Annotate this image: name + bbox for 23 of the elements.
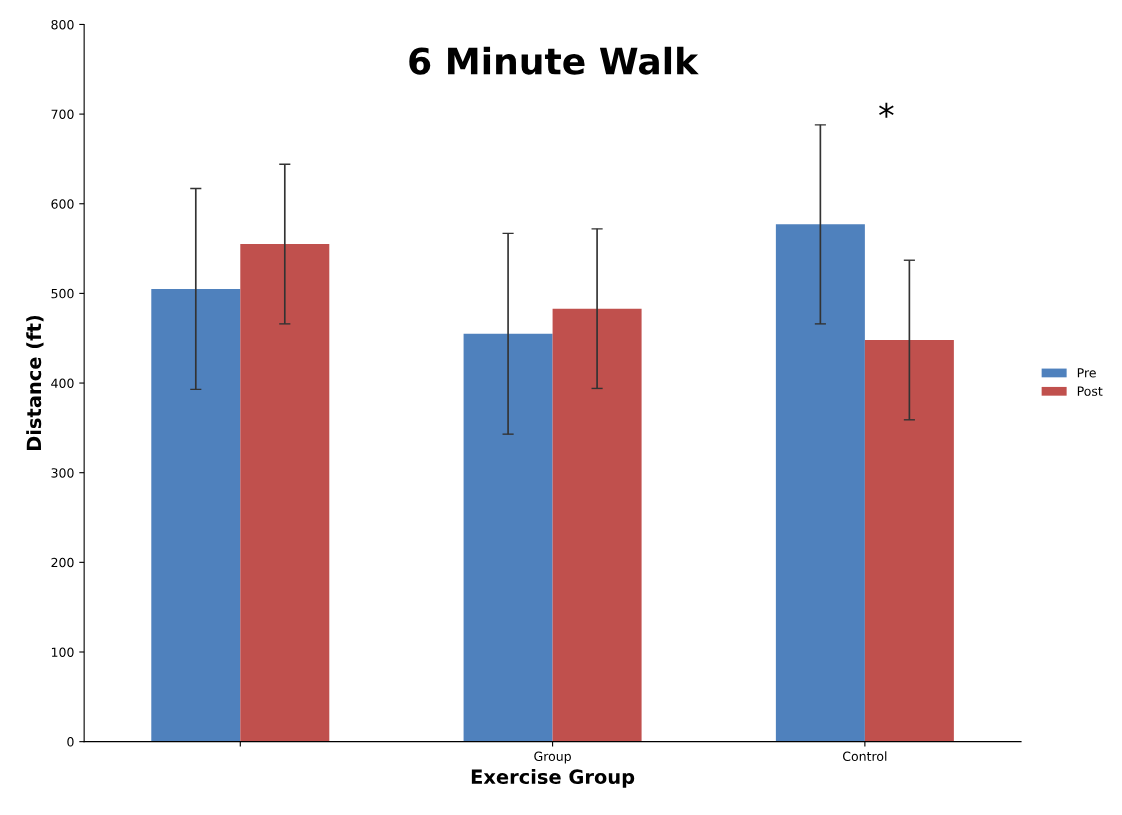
bar <box>463 333 553 742</box>
bar <box>151 288 241 742</box>
x-tick-label: Group <box>534 751 571 764</box>
annotation: * <box>879 102 894 118</box>
y-tick-label: 600 <box>51 199 74 209</box>
y-tick-label: 400 <box>51 378 74 388</box>
text: 6 Minute Walk <box>409 46 699 75</box>
x-axis-title: Exercise Group <box>471 769 635 788</box>
bar <box>552 308 642 742</box>
y-tick-label: 800 <box>51 19 74 30</box>
legend-label: Pre <box>1077 368 1096 378</box>
y-tick-label: 200 <box>51 557 74 568</box>
x-tick-label: Control <box>842 751 887 762</box>
y-tick-label: 700 <box>51 109 74 120</box>
legend-label: Post <box>1077 386 1103 396</box>
bar <box>240 244 330 742</box>
bar <box>775 224 865 742</box>
y-tick-label: 300 <box>51 468 74 478</box>
y-tick-label: 500 <box>51 288 74 299</box>
y-tick-label: 100 <box>51 647 74 657</box>
y-axis-title: Distance (ft) <box>26 315 44 451</box>
bar <box>864 340 954 742</box>
y-tick-label: 0 <box>67 737 74 747</box>
